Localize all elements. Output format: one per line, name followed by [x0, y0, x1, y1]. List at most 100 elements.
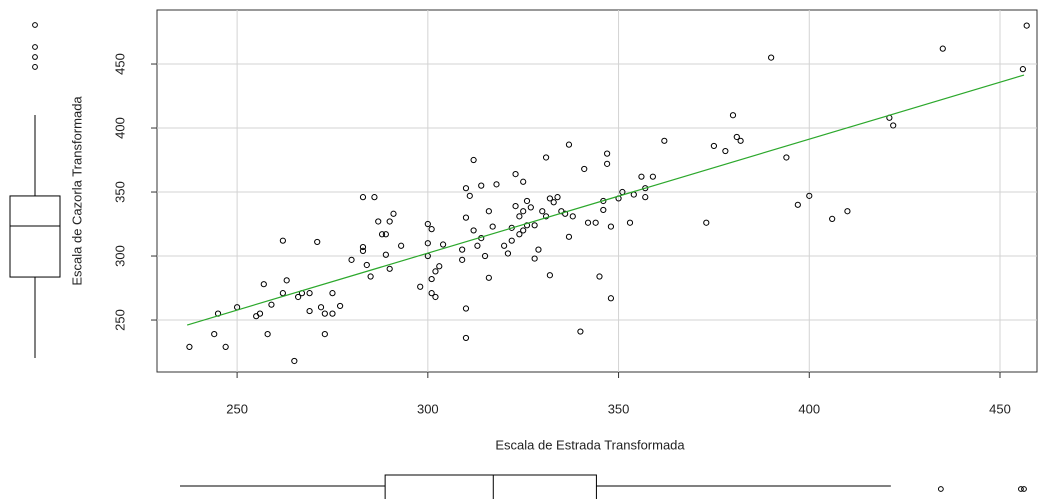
point	[512, 203, 519, 210]
point	[485, 208, 492, 215]
point	[428, 226, 435, 233]
point	[459, 246, 466, 253]
point	[359, 243, 367, 251]
point	[733, 133, 740, 141]
box-outlier	[32, 44, 38, 50]
point	[314, 238, 321, 246]
point	[439, 241, 447, 248]
point	[268, 301, 275, 308]
point	[592, 219, 599, 226]
point	[703, 219, 710, 226]
y-tick-label: 450	[112, 53, 127, 75]
point	[424, 220, 431, 228]
point	[306, 290, 313, 297]
x-tick-label: 400	[798, 401, 820, 416]
point	[359, 247, 367, 255]
point	[348, 256, 355, 263]
point	[535, 246, 542, 253]
point	[462, 305, 470, 312]
point	[520, 227, 527, 234]
point	[600, 206, 607, 214]
point	[722, 147, 729, 155]
point	[398, 242, 405, 249]
box-outlier	[1018, 486, 1024, 492]
marks	[186, 22, 1030, 365]
point	[336, 302, 344, 310]
point	[466, 192, 473, 199]
point	[295, 293, 302, 301]
point	[279, 290, 286, 297]
point	[642, 185, 649, 192]
box	[9, 195, 61, 278]
point	[279, 237, 286, 244]
point	[607, 223, 615, 230]
point	[569, 213, 576, 220]
point	[737, 137, 744, 144]
point	[470, 156, 477, 164]
point	[890, 122, 897, 129]
point	[562, 210, 569, 217]
point	[531, 222, 538, 229]
box-outlier	[32, 22, 38, 28]
point	[260, 281, 267, 288]
point	[607, 295, 615, 302]
point	[729, 112, 737, 119]
point	[222, 343, 229, 351]
point	[474, 242, 481, 249]
point	[363, 261, 370, 269]
point	[478, 182, 485, 189]
point	[375, 218, 382, 225]
point	[783, 154, 790, 161]
box-outlier	[1021, 486, 1027, 492]
point	[531, 255, 538, 262]
point	[539, 208, 546, 215]
point	[577, 328, 584, 335]
point	[489, 223, 496, 230]
point	[520, 208, 527, 215]
point	[481, 252, 489, 260]
point	[264, 331, 271, 338]
point	[432, 293, 439, 301]
y-axis-label: Escala de Cazorla Transformada	[69, 96, 84, 286]
point	[428, 275, 435, 283]
point	[939, 45, 946, 52]
point	[462, 185, 470, 192]
point	[386, 218, 393, 225]
box-outlier	[32, 64, 38, 70]
y-tick-label: 300	[112, 245, 127, 267]
point	[382, 231, 389, 238]
point	[581, 165, 588, 173]
point	[829, 215, 836, 223]
point	[1019, 66, 1026, 73]
point	[462, 214, 470, 221]
point	[596, 273, 603, 280]
point	[378, 231, 386, 238]
point	[283, 277, 290, 284]
point	[527, 204, 534, 211]
y-tick-label: 250	[112, 309, 127, 331]
point	[329, 310, 336, 317]
point	[642, 194, 649, 201]
point	[432, 268, 439, 275]
plot-frame	[156, 9, 1038, 373]
grid	[157, 10, 1037, 372]
x-tick-label: 350	[608, 401, 630, 416]
point	[523, 222, 531, 229]
point	[186, 343, 193, 351]
point	[485, 274, 492, 281]
box	[384, 474, 597, 499]
point	[768, 54, 775, 61]
point	[604, 160, 611, 167]
point	[626, 219, 634, 226]
point	[584, 219, 592, 226]
point	[367, 273, 374, 280]
point	[386, 265, 393, 272]
point	[508, 237, 515, 244]
x-tick-label: 450	[989, 401, 1011, 416]
point	[256, 310, 264, 317]
point	[546, 195, 553, 202]
point	[550, 199, 557, 206]
point	[462, 334, 470, 342]
point	[329, 290, 336, 297]
